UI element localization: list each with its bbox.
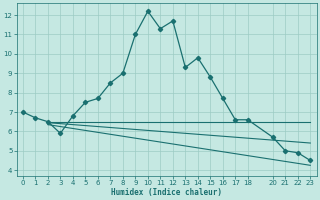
X-axis label: Humidex (Indice chaleur): Humidex (Indice chaleur) [111, 188, 222, 197]
